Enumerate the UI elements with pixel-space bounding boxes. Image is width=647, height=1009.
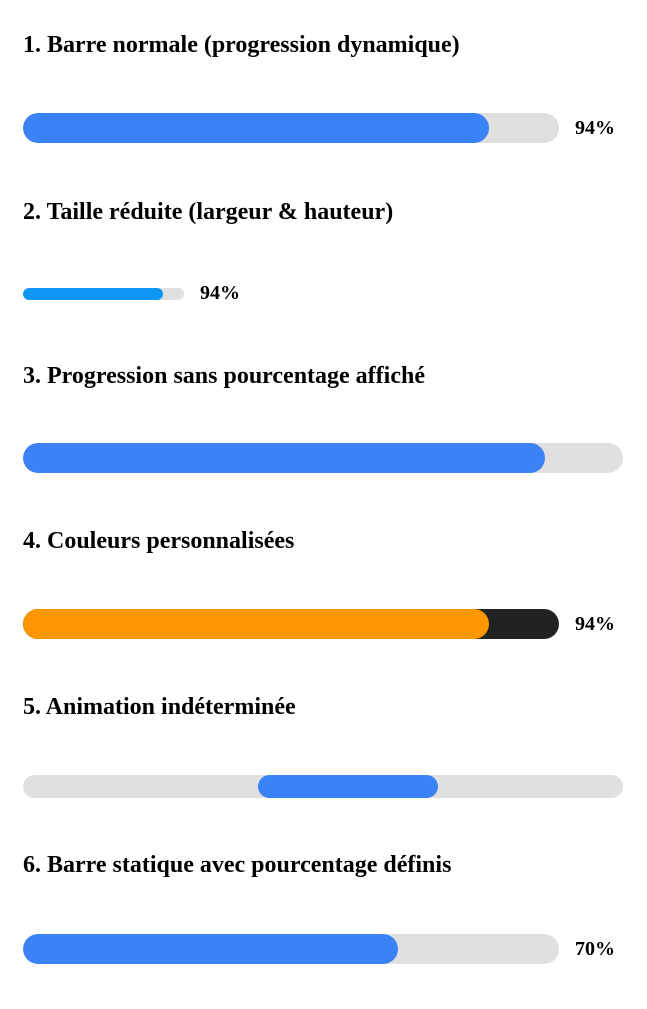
progress-track xyxy=(23,113,559,143)
progress-indeterminate-fill xyxy=(258,775,438,798)
progress-percentage: 70% xyxy=(575,937,615,960)
progress-row: 94% xyxy=(23,113,615,143)
progress-row xyxy=(23,775,623,798)
progress-track xyxy=(23,287,184,300)
progress-track xyxy=(23,609,559,639)
progress-track xyxy=(23,443,623,473)
section-title: 5. Animation indéterminée xyxy=(23,694,296,720)
progress-percentage: 94% xyxy=(200,282,240,304)
section-title: 2. Taille réduite (largeur & hauteur) xyxy=(23,199,394,225)
progress-section-static: 6. Barre statique avec pourcentage défin… xyxy=(23,851,623,964)
progress-percentage: 94% xyxy=(575,116,615,139)
progress-fill xyxy=(23,113,490,143)
progress-section-custom-colors: 4. Couleurs personnalisées 94% xyxy=(23,527,623,639)
progress-section-no-percentage: 3. Progression sans pourcentage affiché xyxy=(23,362,623,473)
section-title: 4. Couleurs personnalisées xyxy=(23,528,295,554)
progress-fill xyxy=(23,934,399,964)
progress-percentage: 94% xyxy=(575,612,615,635)
progress-section-small: 2. Taille réduite (largeur & hauteur) 94… xyxy=(23,198,623,304)
section-title: 3. Progression sans pourcentage affiché xyxy=(23,363,425,389)
section-title: 6. Barre statique avec pourcentage défin… xyxy=(23,852,452,878)
progress-fill xyxy=(23,287,164,300)
progress-fill xyxy=(23,609,490,639)
section-title: 1. Barre normale (progression dynamique) xyxy=(23,32,460,58)
progress-fill xyxy=(23,443,545,473)
progress-section-normal: 1. Barre normale (progression dynamique)… xyxy=(23,31,623,143)
progress-track xyxy=(23,775,623,798)
progress-track xyxy=(23,934,559,964)
progress-row: 94% xyxy=(23,282,240,305)
progress-row: 94% xyxy=(23,609,615,639)
progress-row: 70% xyxy=(23,934,615,964)
progress-section-indeterminate: 5. Animation indéterminée xyxy=(23,693,623,798)
progress-row xyxy=(23,443,623,473)
